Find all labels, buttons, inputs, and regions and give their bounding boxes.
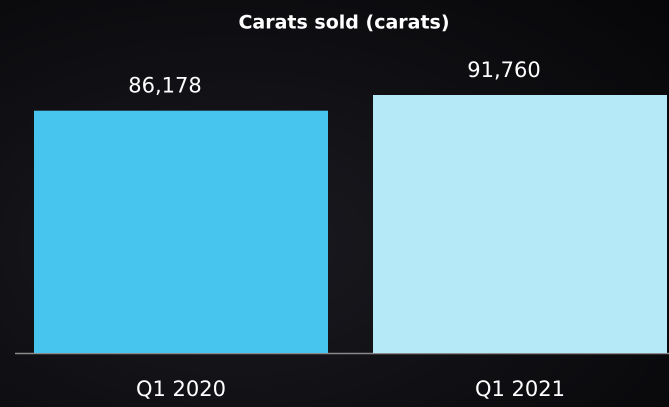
value-label: 86,178	[128, 74, 201, 98]
bar	[373, 95, 667, 353]
x-tick-label: Q1 2021	[475, 377, 565, 401]
chart-title: Carats sold (carats)	[238, 12, 449, 34]
value-label: 91,760	[467, 58, 540, 82]
x-tick-label: Q1 2020	[136, 377, 226, 401]
bar	[34, 110, 328, 353]
